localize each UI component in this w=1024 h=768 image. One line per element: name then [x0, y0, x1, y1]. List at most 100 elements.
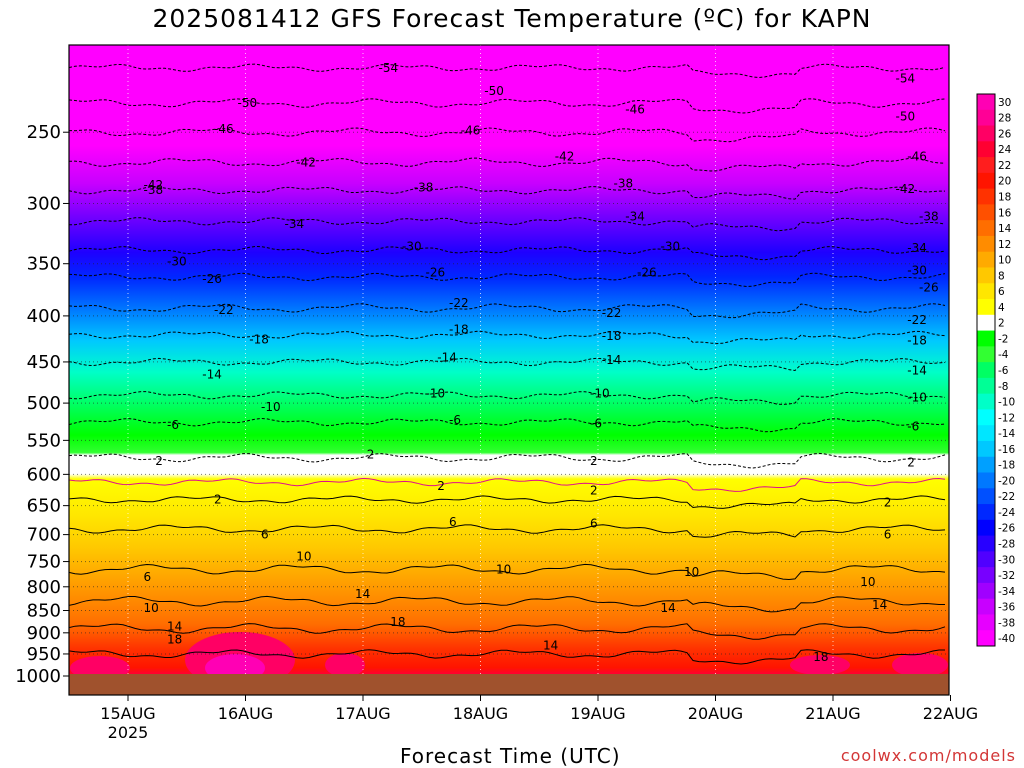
colorbar-label: -30 [998, 554, 1015, 566]
y-tick-label: 250 [27, 122, 61, 143]
contour-label: -10 [426, 387, 446, 401]
contour-label: 14 [872, 598, 887, 612]
y-tick: 400 [27, 306, 69, 327]
colorbar-swatch [977, 567, 995, 584]
contour-label: 10 [496, 562, 511, 576]
contour-label: 14 [543, 639, 558, 653]
colorbar-swatch [977, 235, 995, 253]
colorbar-swatch [977, 535, 995, 552]
colorbar-label: -40 [998, 633, 1015, 645]
colorbar-label: 30 [998, 97, 1011, 109]
colorbar-swatch [977, 614, 995, 631]
colorbar-label: -16 [998, 444, 1015, 456]
contour-label: -54 [896, 72, 916, 86]
contour-label: -42 [144, 178, 164, 192]
colorbar-swatch [977, 188, 995, 205]
colorbar-swatch [977, 377, 995, 395]
colorbar-swatch [977, 220, 995, 237]
contour-label: -14 [202, 368, 222, 382]
contour-label: 2 [907, 455, 915, 469]
contour-line [68, 391, 946, 406]
contour-label: -38 [414, 181, 434, 195]
contour-line [68, 303, 946, 319]
y-tick-label: 550 [27, 430, 61, 451]
colorbar-swatch [977, 551, 995, 568]
colorbar-swatch [977, 157, 995, 174]
colorbar-label: -8 [998, 381, 1008, 393]
contour-label: 2 [590, 454, 598, 468]
colorbar-swatch [977, 630, 995, 647]
y-tick-label: 350 [27, 254, 61, 275]
credit-link[interactable]: coolwx.com/models [840, 746, 1016, 765]
contour-label: 10 [144, 601, 159, 615]
contour-label: -26 [202, 272, 222, 286]
x-tick-label: 21AUG [805, 704, 860, 723]
colorbar-swatch [977, 204, 995, 221]
y-tick: 800 [27, 577, 69, 598]
colorbar-label: 28 [998, 113, 1011, 125]
colorbar-swatch [977, 299, 995, 316]
x-tick-label: 16AUG [218, 704, 273, 723]
contour-label: -18 [907, 334, 927, 348]
contour-label: 2 [214, 493, 222, 507]
colorbar-swatch [977, 251, 995, 268]
contour-label: -30 [907, 263, 927, 277]
contour-label: 6 [449, 515, 457, 529]
colorbar-swatch [977, 409, 995, 426]
colorbar-label: 22 [998, 160, 1011, 172]
y-tick: 600 [27, 464, 69, 485]
y-tick: 350 [27, 254, 69, 275]
y-tick-label: 600 [27, 464, 61, 485]
contour-label: 10 [860, 575, 875, 589]
contour-line [68, 452, 946, 469]
contour-line [68, 649, 945, 665]
colorbar-label: -28 [998, 538, 1015, 550]
contour-label: -6 [590, 417, 602, 431]
colorbar-label: -18 [998, 460, 1015, 472]
colorbar-label: 6 [998, 286, 1005, 298]
colorbar-swatch [977, 172, 995, 190]
contour-label: 2 [155, 454, 163, 468]
colorbar-label: -24 [998, 507, 1015, 519]
contour-label: -46 [214, 122, 234, 136]
contour-label: -14 [437, 351, 457, 365]
colorbar-swatch [977, 346, 995, 363]
x-tick: 21AUG [805, 695, 861, 723]
contour-label: -10 [590, 387, 610, 401]
gridlines [69, 45, 949, 674]
colorbar-swatch [977, 519, 995, 537]
contour-label: -46 [461, 124, 481, 138]
y-tick: 750 [27, 552, 69, 573]
colorbar-label: -12 [998, 412, 1015, 424]
contour-line [68, 217, 946, 232]
colorbar-label: -6 [998, 365, 1009, 377]
colorbar-label: 24 [998, 144, 1012, 156]
x-tick: 18AUG [453, 695, 508, 723]
contour-line [68, 623, 946, 640]
contour-label: -50 [896, 109, 916, 123]
contour-label: -30 [661, 240, 681, 254]
colorbar-label: 18 [998, 192, 1011, 204]
colorbar-label: -20 [998, 475, 1015, 487]
contour-label: -6 [449, 413, 461, 427]
colorbar-label: -14 [998, 428, 1015, 440]
contour-label: 6 [590, 516, 598, 530]
contour-label: -42 [555, 149, 575, 163]
colorbar-label: -10 [998, 397, 1015, 409]
x-axis-label: Forecast Time (UTC) [400, 744, 621, 768]
colorbar-label: 16 [998, 207, 1012, 219]
colorbar-label: -36 [998, 602, 1015, 614]
contour-label: -30 [402, 240, 422, 254]
x-tick: 20AUG [688, 695, 743, 723]
contour-label: -14 [907, 364, 927, 378]
colorbar-label: 20 [998, 176, 1011, 188]
contour-line [68, 157, 946, 172]
contour-label: 14 [355, 587, 370, 601]
y-axis: 2503003504004505005506006507007508008509… [15, 122, 69, 687]
chart-title: 2025081412 GFS Forecast Temperature (ºC)… [152, 4, 872, 33]
y-tick: 550 [27, 430, 69, 451]
colorbar: 30 28 26 24 22 20 18 16 14 12 10 8 6 4 2 -2 -4 -6 -8 -10 -12… [976, 93, 1015, 647]
x-tick: 22AUG [923, 695, 978, 723]
contour-label: -18 [449, 322, 469, 336]
contour-line [68, 495, 946, 509]
